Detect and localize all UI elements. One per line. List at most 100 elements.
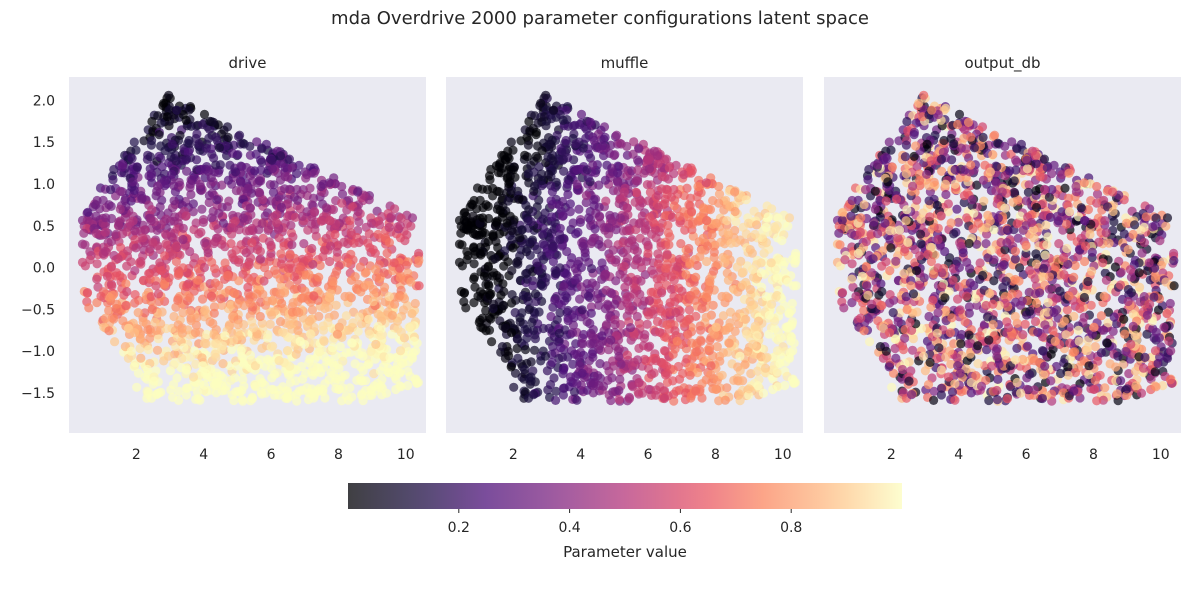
data-point — [82, 288, 93, 298]
data-point — [725, 318, 735, 328]
data-point — [171, 156, 181, 166]
data-point — [492, 204, 502, 214]
data-point — [173, 295, 183, 305]
data-point — [707, 229, 717, 240]
data-point — [135, 343, 145, 354]
data-point — [199, 109, 210, 119]
data-point — [262, 296, 272, 306]
data-point — [164, 90, 174, 100]
data-point — [146, 169, 156, 179]
data-point — [346, 275, 356, 285]
data-point — [910, 244, 920, 255]
data-point — [461, 303, 471, 313]
data-point — [152, 325, 162, 335]
data-point — [745, 296, 755, 307]
data-point — [308, 362, 318, 372]
data-point — [611, 225, 621, 235]
data-point — [536, 280, 546, 290]
data-point — [277, 298, 287, 308]
data-point — [525, 237, 535, 247]
data-point — [702, 241, 713, 251]
data-point — [742, 329, 752, 339]
panel-title: output_db — [964, 54, 1040, 73]
data-point — [531, 151, 541, 161]
y-tick-label: 0.0 — [33, 261, 55, 277]
data-point — [285, 250, 295, 260]
data-point — [581, 197, 591, 208]
data-point — [477, 227, 487, 237]
data-point — [138, 233, 148, 243]
data-point — [683, 219, 694, 229]
data-point — [606, 335, 616, 345]
data-point — [610, 299, 620, 309]
data-point — [651, 356, 661, 366]
data-point — [328, 205, 338, 215]
data-point — [96, 291, 106, 301]
data-point — [204, 124, 215, 134]
data-point — [181, 365, 192, 375]
data-point — [791, 281, 801, 291]
data-point — [670, 326, 680, 336]
data-point — [205, 317, 215, 327]
data-point — [753, 381, 763, 391]
data-point — [940, 246, 950, 257]
data-point — [590, 224, 600, 234]
data-point — [382, 248, 392, 258]
data-point — [668, 349, 678, 359]
data-point — [483, 237, 493, 247]
data-point — [891, 353, 901, 363]
data-point — [486, 314, 496, 324]
data-point — [270, 306, 280, 316]
data-point — [371, 272, 382, 282]
data-point — [659, 346, 670, 356]
data-point — [581, 191, 592, 201]
data-point — [722, 383, 732, 393]
data-point — [296, 262, 306, 272]
data-point — [661, 184, 672, 194]
data-point — [307, 243, 317, 254]
data-point — [640, 330, 650, 340]
data-point — [887, 382, 897, 392]
data-point — [512, 343, 522, 354]
data-point — [284, 370, 294, 380]
data-point — [229, 395, 239, 406]
data-point — [285, 361, 295, 371]
data-point — [1030, 274, 1040, 284]
data-point — [666, 192, 677, 202]
data-point — [309, 207, 320, 217]
data-point — [343, 395, 353, 405]
data-point — [559, 166, 569, 176]
data-point — [189, 286, 199, 296]
data-point — [177, 353, 187, 364]
data-point — [274, 356, 284, 366]
data-point — [142, 364, 153, 375]
data-point — [615, 138, 625, 148]
data-point — [613, 178, 623, 188]
data-point — [177, 328, 187, 338]
data-point — [673, 361, 684, 372]
data-point — [601, 196, 611, 206]
data-point — [459, 215, 469, 225]
data-point — [530, 334, 541, 344]
data-point — [130, 226, 140, 236]
data-point — [195, 379, 205, 389]
data-point — [733, 362, 743, 372]
data-point — [92, 195, 102, 206]
data-point — [209, 238, 219, 249]
data-point — [767, 204, 777, 214]
data-point — [521, 269, 531, 279]
data-point — [926, 256, 937, 267]
data-point — [211, 338, 221, 349]
data-point — [588, 377, 598, 388]
data-point — [540, 351, 551, 361]
data-point — [98, 248, 108, 259]
data-point — [714, 189, 725, 199]
data-point — [112, 299, 122, 309]
data-point — [238, 138, 248, 148]
data-point — [146, 216, 156, 226]
data-point — [185, 293, 195, 303]
x-tick-label: 10 — [1152, 447, 1170, 463]
data-point — [524, 205, 534, 215]
data-point — [153, 289, 164, 299]
data-point — [178, 308, 188, 318]
